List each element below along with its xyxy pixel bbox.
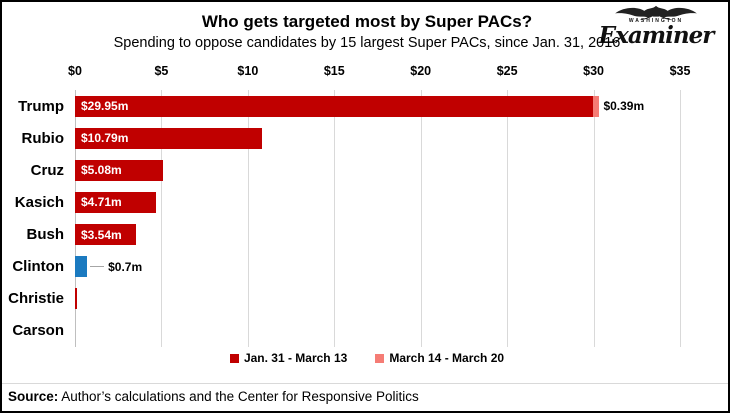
- leader-line: [90, 266, 105, 268]
- legend-swatch: [375, 353, 385, 363]
- logo-kicker: WASHINGTON: [628, 18, 684, 24]
- chart-title: Who gets targeted most by Super PACs?: [201, 12, 533, 31]
- logo-brand: Examiner: [598, 22, 715, 49]
- bar-segment-clinton: [75, 256, 88, 278]
- bar-value-label: $29.95m: [81, 99, 129, 114]
- gridline: [247, 90, 249, 347]
- bar-row-carson: [75, 320, 680, 341]
- x-tick-label: $20: [410, 64, 432, 78]
- category-label-kasich: Kasich: [14, 193, 64, 211]
- bar-segment-bush: $3.54m: [75, 224, 137, 246]
- legend-item: March 14 - March 20: [375, 351, 504, 365]
- bar-segment-trump: [592, 95, 600, 117]
- bar-row-clinton: $0.7m: [75, 256, 680, 278]
- chart-subtitle: Spending to oppose candidates by 15 larg…: [113, 35, 621, 51]
- legend-label: Jan. 31 - March 13: [243, 351, 348, 365]
- category-label-trump: Trump: [18, 97, 64, 115]
- bar-value-label-outside: $0.7m: [108, 259, 143, 274]
- x-tick-label: $15: [323, 64, 345, 78]
- gridline: [593, 90, 595, 347]
- bar-row-trump: $29.95m $0.39m: [75, 95, 680, 117]
- bar-segment-kasich: $4.71m: [75, 191, 157, 213]
- source-note: Source: Author’s calculations and the Ce…: [8, 389, 419, 404]
- bar-value-label-outside: $0.39m: [603, 99, 645, 114]
- legend-label: March 14 - March 20: [389, 351, 505, 365]
- x-tick-label: $25: [496, 64, 518, 78]
- bar-value-label: $5.08m: [81, 163, 122, 178]
- category-axis-labels: Trump Rubio Cruz Kasich Bush Clinton Christie C…: [2, 90, 66, 347]
- category-label-cruz: Cruz: [30, 161, 64, 179]
- bar-segment-trump: $29.95m: [75, 95, 593, 117]
- category-label-rubio: Rubio: [21, 129, 65, 147]
- bar-value-label: $10.79m: [81, 131, 129, 146]
- bar-row-rubio: $10.79m: [75, 127, 680, 149]
- bar-row-cruz: $5.08m: [75, 159, 680, 181]
- bar-row-christie: [75, 288, 680, 310]
- eagle-icon: [615, 5, 697, 20]
- bar-segment-rubio: $10.79m: [75, 127, 262, 149]
- gridline: [420, 90, 422, 347]
- x-tick-label: $35: [669, 64, 691, 78]
- bar-row-bush: $3.54m: [75, 224, 680, 246]
- gridline: [680, 90, 681, 347]
- x-tick-label: $0: [68, 64, 82, 78]
- y-axis-line: [75, 90, 76, 347]
- category-label-carson: Carson: [12, 322, 64, 340]
- bar-value-label: $4.71m: [81, 195, 122, 210]
- source-text: Author’s calculations and the Center for…: [58, 389, 419, 404]
- x-tick-label: $10: [237, 64, 259, 78]
- bar-segment-cruz: $5.08m: [75, 159, 163, 181]
- plot-area: $29.95m $0.39m $10.79m $5.08m $4.71m $3.54m $0…: [75, 90, 681, 347]
- legend: Jan. 31 - March 13 March 14 - March 20: [2, 351, 728, 365]
- legend-swatch: [229, 353, 239, 363]
- category-label-christie: Christie: [8, 290, 64, 308]
- footer-divider: [2, 383, 728, 384]
- category-label-clinton: Clinton: [12, 258, 64, 276]
- x-tick-label: $5: [154, 64, 169, 78]
- bar-row-kasich: $4.71m: [75, 191, 680, 213]
- x-axis-tick-labels: $0 $5 $10 $15 $20 $25 $30 $35: [68, 64, 690, 80]
- gridline: [334, 90, 336, 347]
- gridline: [161, 90, 163, 347]
- bar-segment-christie: [75, 288, 77, 310]
- category-label-bush: Bush: [26, 226, 65, 244]
- bar-value-label: $3.54m: [81, 227, 122, 242]
- washington-examiner-logo: WASHINGTON Examiner: [592, 5, 720, 47]
- gridline: [507, 90, 509, 347]
- x-tick-label: $30: [583, 64, 604, 78]
- legend-item: Jan. 31 - March 13: [229, 351, 348, 365]
- source-label: Source:: [8, 389, 59, 404]
